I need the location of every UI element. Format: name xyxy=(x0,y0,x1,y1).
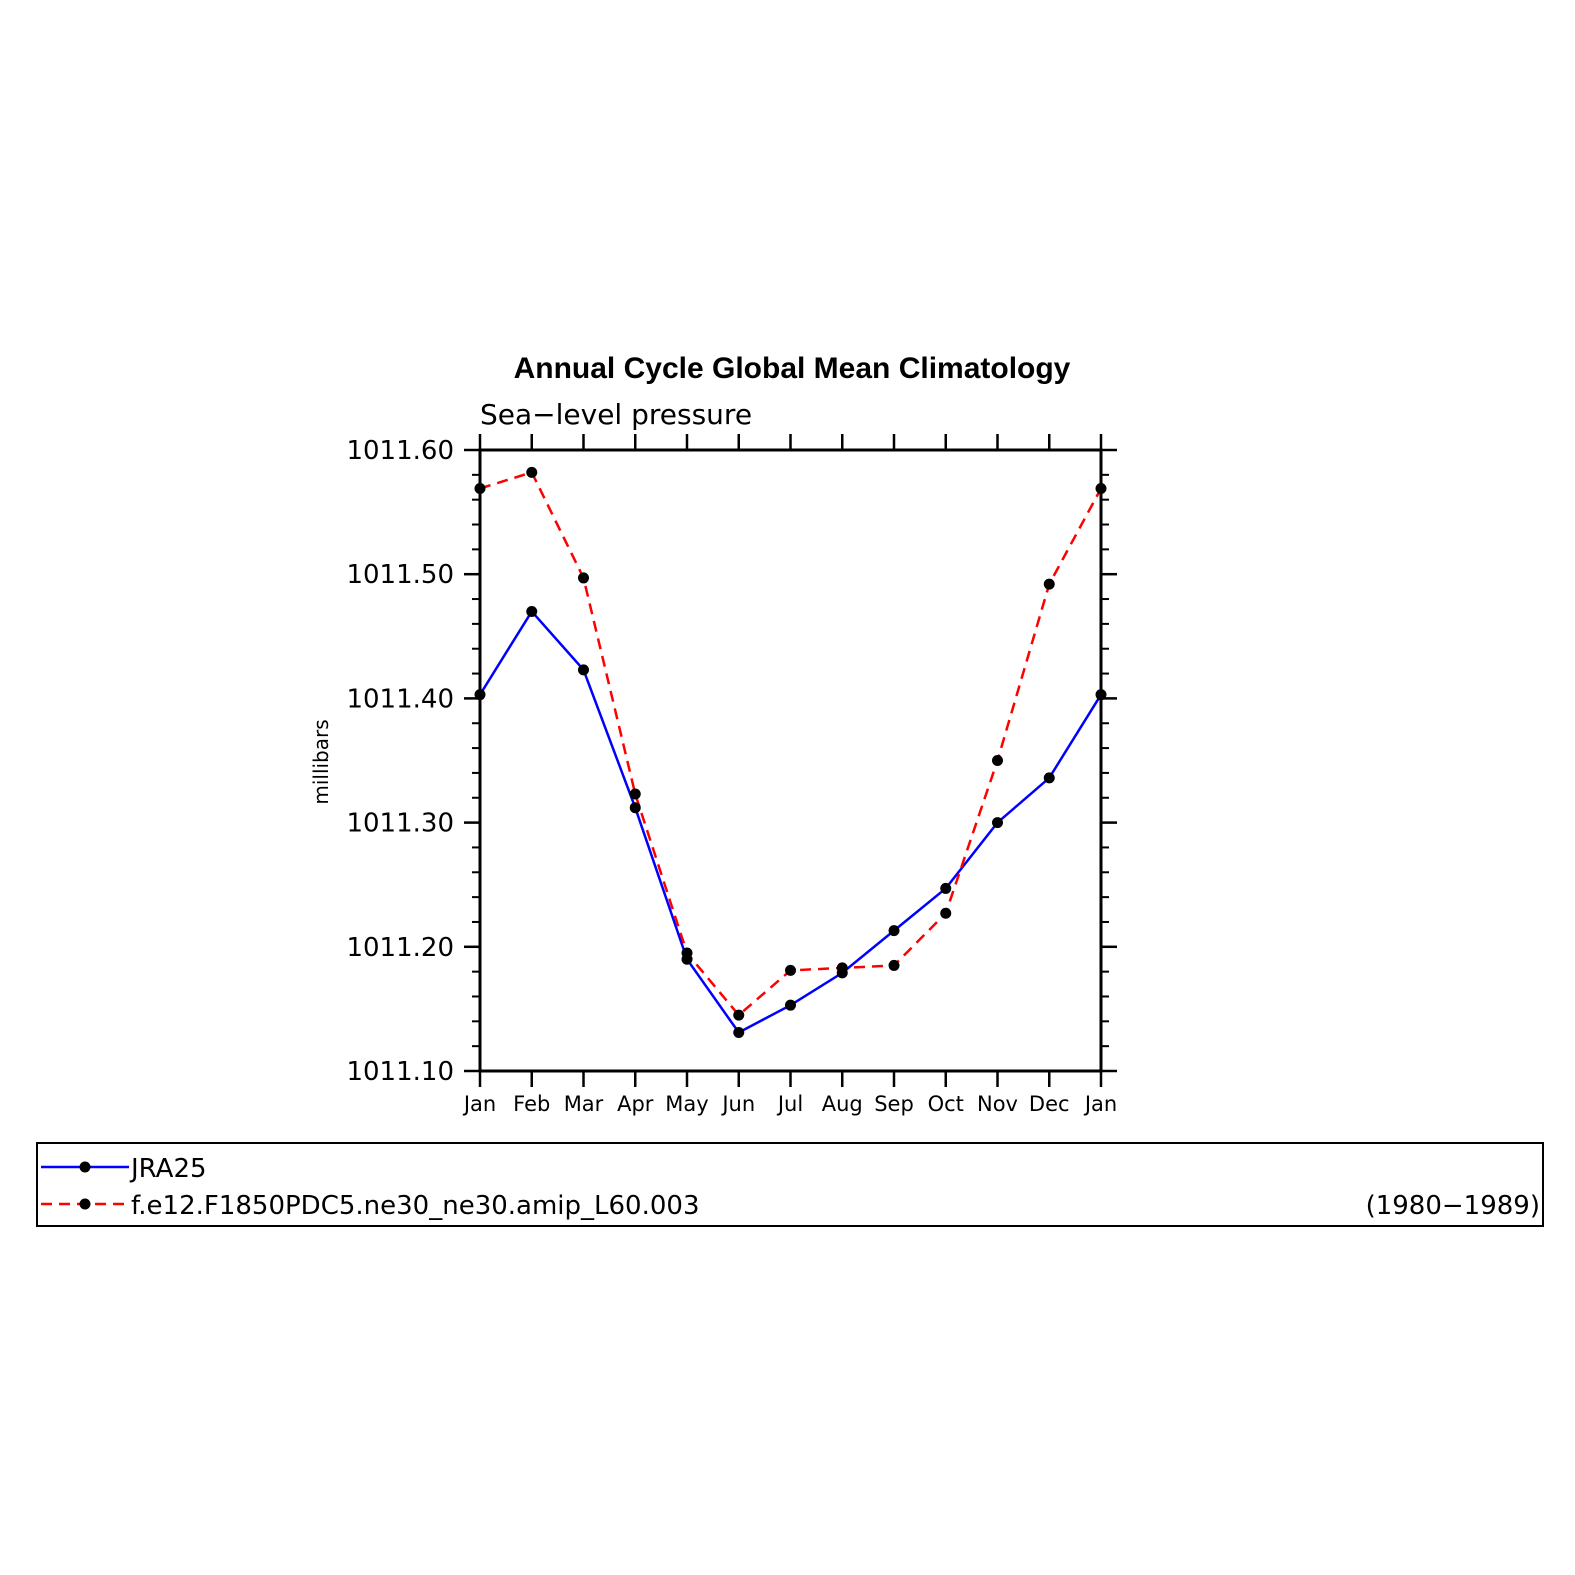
series-markers xyxy=(474,466,1107,1038)
x-tick-label: Aug xyxy=(822,1092,863,1116)
x-tick-label: Oct xyxy=(928,1092,964,1116)
series-1-point xyxy=(526,605,538,617)
legend-marker-series-1 xyxy=(79,1161,91,1173)
x-tick-label: Dec xyxy=(1029,1092,1070,1116)
x-tick-label: Jul xyxy=(776,1092,803,1116)
legend-box xyxy=(36,1142,1544,1227)
x-tick-label: Sep xyxy=(874,1092,914,1116)
y-tick-label: 1011.30 xyxy=(346,809,454,839)
series-2-point xyxy=(629,788,641,800)
y-tick-label: 1011.10 xyxy=(346,1057,454,1087)
legend-period-label: (1980−1989) xyxy=(1366,1191,1540,1221)
x-tick-label: Feb xyxy=(513,1092,550,1116)
legend-label-series-1: JRA25 xyxy=(129,1154,207,1184)
series-2-point xyxy=(940,907,952,919)
series-2-point xyxy=(785,964,796,976)
x-tick-label: Jan xyxy=(1083,1092,1117,1116)
legend: JRA25 f.e12.F1850PDC5.ne30_ne30.amip_L60… xyxy=(36,1142,1544,1227)
series-1-point xyxy=(785,999,796,1011)
axis-ticks xyxy=(464,434,1117,1087)
plot-frame xyxy=(478,448,1103,1073)
series-1-point xyxy=(940,882,952,894)
y-tick-label: 1011.50 xyxy=(346,560,454,590)
legend-marker-series-2 xyxy=(79,1198,91,1210)
x-tick-label: May xyxy=(665,1092,708,1116)
series-1-point xyxy=(578,664,589,676)
y-tick-labels: 1011.10 1011.20 1011.30 1011.40 1011.50 1011.… xyxy=(346,436,454,1087)
legend-label-series-2: f.e12.F1850PDC5.ne30_ne30.amip_L60.003 xyxy=(131,1191,699,1221)
series-2-point xyxy=(888,959,900,971)
series-1-point xyxy=(733,1026,745,1038)
series-2-point xyxy=(578,572,589,584)
series-line-2 xyxy=(479,470,1103,1017)
series-lines xyxy=(478,470,1103,1035)
x-tick-label: Mar xyxy=(564,1092,604,1116)
series-2-point xyxy=(992,755,1003,766)
x-tick-label: Apr xyxy=(617,1092,654,1116)
series-2-point xyxy=(1043,578,1055,590)
x-tick-label: Jan xyxy=(462,1092,496,1116)
x-tick-label: Jun xyxy=(720,1092,755,1116)
series-1-point xyxy=(629,802,641,814)
series-1-point xyxy=(1043,772,1055,784)
series-2-point xyxy=(733,1009,745,1021)
chart-subtitle: Sea−level pressure xyxy=(480,398,752,431)
series-1-point xyxy=(992,817,1003,829)
series-2-point xyxy=(681,947,693,959)
x-tick-labels: Jan Feb Mar Apr May Jun Jul Aug Sep Oct Nov Dec Jan xyxy=(462,1092,1117,1116)
series-1-point xyxy=(888,925,900,937)
y-axis-label: millibars xyxy=(309,719,333,804)
y-tick-label: 1011.40 xyxy=(346,684,454,714)
series-2-point xyxy=(836,962,848,974)
x-tick-label: Nov xyxy=(977,1092,1018,1116)
chart-title: Annual Cycle Global Mean Climatology xyxy=(514,352,1071,385)
y-tick-label: 1011.20 xyxy=(346,933,454,963)
y-tick-label: 1011.60 xyxy=(346,436,454,466)
series-2-point xyxy=(526,466,538,478)
